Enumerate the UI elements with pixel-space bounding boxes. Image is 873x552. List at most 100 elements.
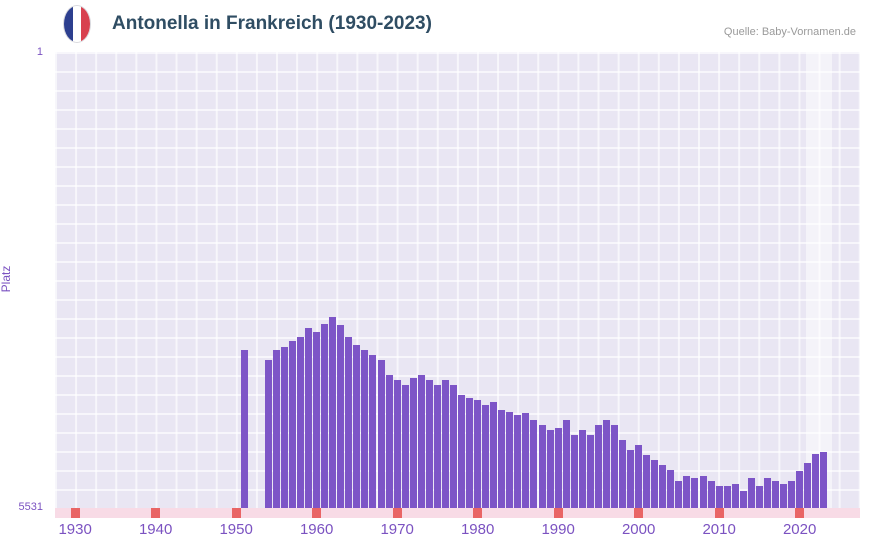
bar-1987[interactable] [530,419,538,508]
bar-1982[interactable] [490,402,498,508]
bar-1969[interactable] [385,375,393,508]
decade-marker-1970 [392,508,402,518]
x-tick-1940: 1940 [138,521,173,538]
bar-1964[interactable] [345,337,353,508]
bar-2019[interactable] [788,480,796,508]
bar-2008[interactable] [699,475,707,508]
bar-1995[interactable] [594,425,602,508]
bar-1960[interactable] [313,332,321,508]
decade-marker-1980 [473,508,483,518]
bar-1981[interactable] [482,404,490,508]
bar-2011[interactable] [723,485,731,508]
bar-2018[interactable] [780,484,788,508]
decade-marker-2020 [795,508,805,518]
bar-2010[interactable] [715,485,723,508]
bars-layer [55,52,860,508]
bar-1998[interactable] [619,440,627,508]
bar-2009[interactable] [707,480,715,508]
x-tick-1950: 1950 [219,521,253,538]
bar-2015[interactable] [755,485,763,508]
x-tick-1960: 1960 [299,521,334,538]
bar-1972[interactable] [409,377,417,508]
bar-1979[interactable] [466,398,474,508]
flag-stripe-blue [64,6,73,42]
bar-2016[interactable] [763,478,771,508]
bar-1994[interactable] [586,435,594,508]
bar-2000[interactable] [635,445,643,508]
bar-2023[interactable] [820,451,828,508]
bar-1958[interactable] [297,337,305,508]
bar-1977[interactable] [449,385,457,508]
bar-1985[interactable] [514,414,522,508]
bar-2004[interactable] [667,469,675,508]
bar-1966[interactable] [361,349,369,508]
bar-1991[interactable] [562,419,570,508]
bar-2020[interactable] [796,470,804,508]
bar-1959[interactable] [305,328,313,508]
bar-1955[interactable] [272,350,280,508]
bar-1999[interactable] [627,450,635,508]
bar-1978[interactable] [458,394,466,508]
bar-2002[interactable] [651,460,659,508]
bar-2013[interactable] [739,490,747,508]
bar-2001[interactable] [643,455,651,508]
flag-stripe-red [81,6,90,42]
bar-2022[interactable] [812,454,820,508]
bar-1974[interactable] [425,380,433,508]
bar-1962[interactable] [329,316,337,508]
x-tick-2010: 2010 [702,521,736,538]
bar-2012[interactable] [731,484,739,508]
decade-marker-2010 [714,508,724,518]
bar-1993[interactable] [578,430,586,508]
bar-1986[interactable] [522,413,530,508]
decade-marker-2000 [634,508,644,518]
bar-1957[interactable] [288,341,296,508]
bar-1992[interactable] [570,435,578,508]
bar-2014[interactable] [747,478,755,508]
decade-marker-1960 [312,508,322,518]
bar-2003[interactable] [659,465,667,508]
bar-1968[interactable] [377,360,385,508]
flag-stripe-white [72,6,82,42]
bar-1963[interactable] [337,324,345,508]
bar-1976[interactable] [441,380,449,508]
bar-2017[interactable] [771,480,779,508]
x-tick-1980: 1980 [460,521,495,538]
plot-area [55,52,860,508]
y-axis-label: Platz [0,265,13,293]
x-tick-1990: 1990 [541,521,575,538]
decade-marker-1930 [70,508,80,518]
bar-2007[interactable] [691,478,699,508]
bar-1971[interactable] [401,385,409,508]
decade-marker-1940 [151,508,161,518]
x-tick-2020: 2020 [782,521,817,538]
bar-1951[interactable] [240,350,248,508]
bar-1990[interactable] [554,427,562,508]
bar-1983[interactable] [498,409,506,508]
bar-2006[interactable] [683,475,691,508]
decade-marker-1950 [231,508,241,518]
bar-1954[interactable] [264,360,272,508]
bar-1975[interactable] [433,385,441,508]
bar-1973[interactable] [417,375,425,508]
bar-1956[interactable] [280,347,288,508]
y-axis-tick-max: 1 [36,46,43,58]
x-tick-1970: 1970 [380,521,414,538]
bar-1984[interactable] [506,412,514,508]
x-axis-ticks: 1930 1940 1950 1960 1970 1980 1990 2000 2010 2020 [55,521,860,541]
bar-1967[interactable] [369,354,377,508]
bar-1970[interactable] [393,380,401,508]
bar-1997[interactable] [610,425,618,508]
bar-1965[interactable] [353,344,361,508]
bar-1996[interactable] [602,419,610,508]
bar-1989[interactable] [546,430,554,508]
bar-2005[interactable] [675,480,683,508]
y-axis-tick-min: 5531 [18,501,43,513]
source-credit: Quelle: Baby-Vornamen.de [723,26,856,38]
bar-1980[interactable] [474,399,482,508]
bar-1988[interactable] [538,425,546,508]
bar-1961[interactable] [321,324,329,508]
page-title: Antonella in Frankreich (1930-2023) [112,13,432,34]
bar-2021[interactable] [804,463,812,508]
